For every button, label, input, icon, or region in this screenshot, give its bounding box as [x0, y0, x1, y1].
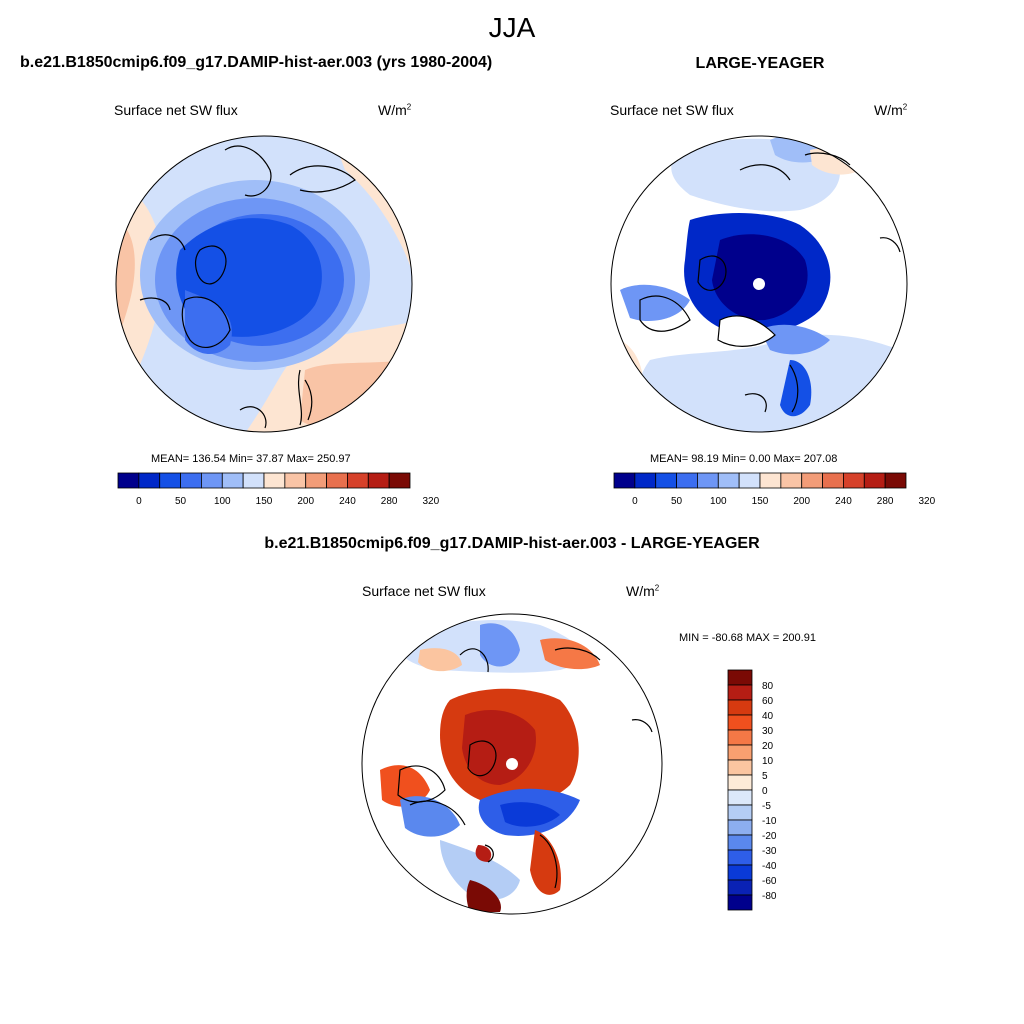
colorbar-panel3-tick-label: 0: [762, 786, 768, 797]
colorbar-panel3-swatch: [727, 684, 753, 701]
colorbar-panel3-swatch: [727, 864, 753, 881]
colorbar-panel3-swatch: [727, 789, 753, 806]
panel3-heading: b.e21.B1850cmip6.f09_g17.DAMIP-hist-aer.…: [264, 535, 760, 552]
colorbar-panel3-swatch: [727, 714, 753, 731]
colorbar-panel2: 0 50 100 150 200 240 280 320: [613, 472, 936, 507]
panel1-heading: b.e21.B1850cmip6.f09_g17.DAMIP-hist-aer.…: [20, 54, 493, 71]
panel1-variable-label: Surface net SW flux: [114, 102, 238, 118]
colorbar-panel3-swatch: [727, 729, 753, 746]
colorbar-panel1-swatch: [138, 472, 161, 489]
colorbar-panel3-tick-label: 5: [762, 771, 768, 782]
colorbar-panel2-tick-label: 280: [877, 496, 894, 507]
colorbar-panel1-tick-label: 320: [423, 496, 440, 507]
colorbar-panel1-swatch: [347, 472, 369, 489]
colorbar-panel3-tick-label: -20: [762, 831, 777, 842]
colorbar-panel3-tick-label: 60: [762, 696, 774, 707]
colorbar-panel3-tick-label: -40: [762, 861, 777, 872]
colorbar-panel3-swatch: [727, 834, 753, 851]
colorbar-panel2-tick-label: 320: [919, 496, 936, 507]
colorbar-panel3-tick-label: -30: [762, 846, 777, 857]
colorbar-panel2-swatch: [697, 472, 719, 489]
map-panel1: [115, 135, 413, 433]
panel3-variable-label: Surface net SW flux: [362, 583, 486, 599]
colorbar-panel3-tick-label: 20: [762, 741, 774, 752]
colorbar-panel3-tick-label: -80: [762, 891, 777, 902]
colorbar-panel3: 80 60 40 30 20 10 5 0 -5 -10 -20 -30 -40 -60 -80: [727, 669, 777, 911]
colorbar-panel2-tick-label: 100: [710, 496, 727, 507]
colorbar-panel2-tick-label: 200: [793, 496, 810, 507]
map-panel3: [361, 613, 663, 915]
colorbar-panel3-swatch: [727, 849, 753, 866]
colorbar-panel3-swatch: [727, 669, 753, 686]
colorbar-panel2-swatch: [655, 472, 677, 489]
colorbar-panel1-tick-label: 200: [297, 496, 314, 507]
colorbar-panel2-swatch: [884, 472, 907, 489]
panel3-units: W/m2: [626, 583, 660, 599]
colorbar-panel1-swatch: [284, 472, 307, 489]
colorbar-panel1-tick-label: 0: [136, 496, 142, 507]
colorbar-panel2-tick-label: 0: [632, 496, 638, 507]
panel1-units: W/m2: [378, 102, 412, 118]
colorbar-panel2-swatch: [801, 472, 823, 489]
figure-title: JJA: [488, 12, 536, 43]
panel2-stats: MEAN= 98.19 Min= 0.00 Max= 207.08: [650, 453, 838, 465]
panel2-variable-label: Surface net SW flux: [610, 102, 734, 118]
colorbar-panel1-swatch: [242, 472, 265, 489]
colorbar-panel3-swatch: [727, 759, 753, 776]
colorbar-panel3-swatch: [727, 879, 753, 896]
colorbar-panel2-swatch: [676, 472, 698, 489]
colorbar-panel3-tick-label: 30: [762, 726, 774, 737]
colorbar-panel3-swatch: [727, 699, 753, 716]
colorbar-panel1-swatch: [326, 472, 348, 489]
colorbar-panel3-swatch: [727, 744, 753, 761]
colorbar-panel3-tick-label: -60: [762, 876, 777, 887]
colorbar-panel3-swatch: [727, 819, 753, 836]
colorbar-panel1-tick-label: 100: [214, 496, 231, 507]
map-panel2: [610, 135, 908, 433]
colorbar-panel2-swatch: [822, 472, 844, 489]
colorbar-panel1-swatch: [159, 472, 181, 489]
colorbar-panel1-swatch: [117, 472, 140, 489]
colorbar-panel1-tick-label: 280: [381, 496, 398, 507]
colorbar-panel3-tick-label: 10: [762, 756, 774, 767]
colorbar-panel2-tick-label: 240: [835, 496, 852, 507]
panel2-heading: LARGE-YEAGER: [695, 55, 825, 72]
colorbar-panel2-swatch: [634, 472, 657, 489]
colorbar-panel2-swatch: [843, 472, 865, 489]
panel1-stats: MEAN= 136.54 Min= 37.87 Max= 250.97: [151, 453, 351, 465]
colorbar-panel1-tick-label: 240: [339, 496, 356, 507]
colorbar-panel2-swatch: [717, 472, 740, 489]
colorbar-panel1-swatch: [367, 472, 390, 489]
panel3-stats: MIN = -80.68 MAX = 200.91: [679, 632, 816, 644]
colorbar-panel1-swatch: [221, 472, 244, 489]
colorbar-panel1-swatch: [201, 472, 223, 489]
colorbar-panel1-swatch: [388, 472, 411, 489]
colorbar-panel1-swatch: [305, 472, 327, 489]
colorbar-panel3-tick-label: -5: [762, 801, 771, 812]
colorbar-panel1-tick-label: 50: [175, 496, 187, 507]
colorbar-panel3-swatch: [727, 894, 753, 911]
colorbar-panel3-swatch: [727, 804, 753, 821]
colorbar-panel2-swatch: [780, 472, 803, 489]
colorbar-panel1-tick-label: 150: [256, 496, 273, 507]
colorbar-panel2-swatch: [613, 472, 636, 489]
colorbar-panel3-tick-label: 40: [762, 711, 774, 722]
colorbar-panel2-swatch: [863, 472, 886, 489]
colorbar-panel1-swatch: [180, 472, 202, 489]
colorbar-panel3-tick-label: -10: [762, 816, 777, 827]
colorbar-panel2-swatch: [759, 472, 782, 489]
colorbar-panel1: 0 50 100 150 200 240 280 320: [117, 472, 440, 507]
colorbar-panel2-swatch: [738, 472, 761, 489]
colorbar-panel3-swatch: [727, 774, 753, 791]
colorbar-panel2-tick-label: 50: [671, 496, 683, 507]
panel2-units: W/m2: [874, 102, 908, 118]
colorbar-panel3-tick-label: 80: [762, 681, 774, 692]
colorbar-panel1-swatch: [263, 472, 286, 489]
colorbar-panel2-tick-label: 150: [752, 496, 769, 507]
